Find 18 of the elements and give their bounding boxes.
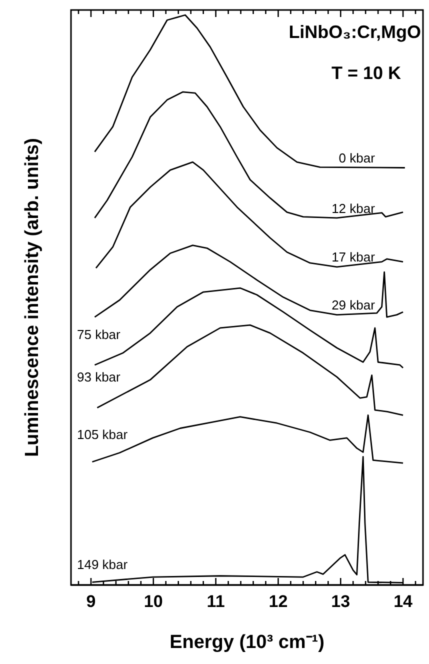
series-label: 75 kbar (77, 326, 122, 342)
x-tick-label: 13 (331, 592, 350, 612)
y-axis-title: Luminescence intensity (arb. units) (22, 138, 43, 457)
annotation: LiNbO₃:Cr,MgO (288, 22, 421, 42)
series-label: 29 kbar (332, 297, 376, 312)
x-tick-label: 10 (144, 592, 163, 612)
series-label: 105 kbar (77, 426, 128, 442)
x-tick-label: 9 (86, 592, 96, 612)
series-label: 0 kbar (338, 150, 376, 166)
x-tick-label: 14 (394, 592, 414, 612)
series-label: 93 kbar (77, 369, 122, 384)
series-label: 149 kbar (77, 557, 128, 572)
x-axis-title: Energy (10³ cm⁻¹) (170, 632, 324, 653)
annotation: T = 10 K (331, 63, 401, 83)
series-label: 12 kbar (332, 200, 376, 216)
series-label: 17 kbar (332, 250, 376, 265)
x-tick-label: 12 (268, 592, 288, 612)
x-tick-label: 11 (206, 592, 225, 612)
